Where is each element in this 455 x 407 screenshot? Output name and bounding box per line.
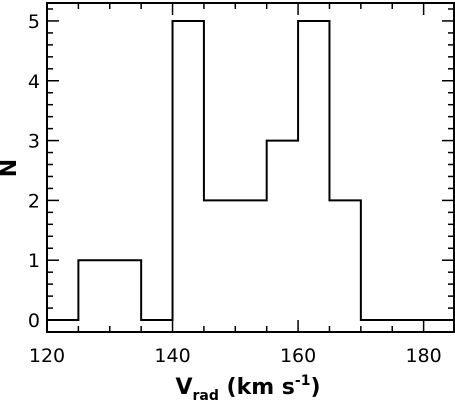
x-tick-label: 180 [405, 345, 441, 367]
y-tick-label: 5 [28, 11, 40, 33]
x-axis-title-close: ) [310, 375, 320, 400]
y-tick-label: 2 [28, 190, 40, 212]
x-tick-labels: 120 140 160 180 [29, 345, 442, 367]
x-axis-title-main: V [175, 375, 192, 400]
x-axis-title-sup: -1 [295, 373, 311, 389]
x-tick-label: 140 [154, 345, 190, 367]
x-axis-title-unit: (km s [219, 375, 295, 400]
histogram-step-line [47, 19, 454, 322]
minor-ticks [47, 3, 454, 333]
x-tick-label: 120 [29, 345, 65, 367]
y-tick-label: 3 [28, 131, 40, 153]
y-axis-title: N [0, 159, 22, 177]
y-tick-label: 4 [28, 71, 40, 93]
y-tick-labels: 0 1 2 3 4 5 [28, 11, 40, 332]
x-axis-title-sub: rad [193, 388, 219, 404]
major-ticks [46, 3, 454, 332]
plot-frame [46, 2, 455, 333]
y-tick-label: 1 [28, 250, 40, 272]
y-tick-label: 0 [28, 310, 40, 332]
x-tick-label: 160 [280, 345, 316, 367]
x-axis-title: Vrad (km s-1) [175, 373, 320, 404]
